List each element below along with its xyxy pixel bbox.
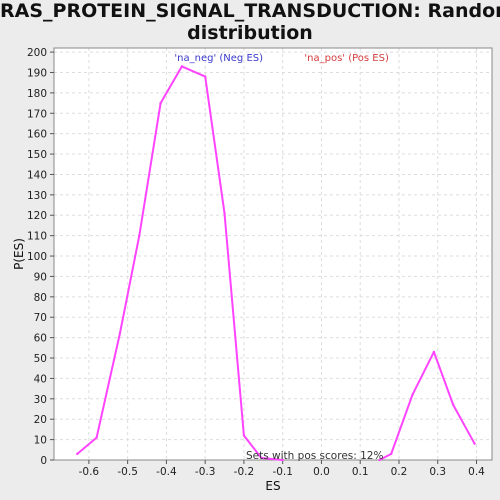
data-point <box>390 452 393 456</box>
y-tick-label: 180 <box>27 88 47 100</box>
y-tick-label: 100 <box>27 251 47 263</box>
data-point <box>76 452 79 456</box>
x-tick-label: -0.4 <box>156 466 177 478</box>
data-point <box>473 442 476 445</box>
data-point <box>378 458 381 462</box>
y-tick: 80 <box>34 292 54 304</box>
y-tick: 160 <box>27 129 54 141</box>
x-tick-label: -0.5 <box>117 466 138 478</box>
legend-neg-label: 'na_neg' (Neg ES) <box>174 53 263 64</box>
x-tick-label: -0.6 <box>79 466 100 478</box>
y-tick: 40 <box>34 373 54 385</box>
y-tick-label: 170 <box>27 108 47 120</box>
data-point <box>281 458 284 462</box>
x-tick: -0.4 <box>156 460 177 478</box>
pos-score-annotation: Sets with pos scores: 12% <box>246 450 383 462</box>
y-tick-label: 200 <box>27 47 47 59</box>
data-point <box>242 434 246 437</box>
x-tick: -0.1 <box>272 460 293 478</box>
x-tick-label: 0.4 <box>468 466 485 478</box>
data-point <box>159 101 162 105</box>
data-point <box>260 456 263 460</box>
x-tick-label: -0.3 <box>195 466 216 478</box>
y-tick: 200 <box>27 47 54 59</box>
y-tick: 30 <box>34 394 54 406</box>
y-tick: 70 <box>34 312 54 324</box>
x-tick: 0.0 <box>313 460 330 478</box>
y-tick: 180 <box>27 88 54 100</box>
y-tick: 60 <box>34 333 54 345</box>
y-tick-label: 60 <box>34 333 47 345</box>
x-tick-label: -0.1 <box>272 466 293 478</box>
y-tick: 110 <box>27 231 54 243</box>
y-tick-label: 190 <box>27 67 47 79</box>
y-tick-label: 90 <box>34 271 47 283</box>
y-axis-label: P(ES) <box>12 238 26 270</box>
x-tick-label: 0.3 <box>429 466 446 478</box>
x-tick-label: 0.2 <box>391 466 408 478</box>
y-tick: 140 <box>27 169 54 181</box>
y-tick-label: 160 <box>27 129 47 141</box>
y-tick-label: 20 <box>34 414 47 426</box>
data-point <box>452 403 455 407</box>
x-tick: 0.2 <box>391 460 408 478</box>
x-axis-label: ES <box>265 479 280 493</box>
y-tick: 120 <box>27 210 54 222</box>
y-tick-label: 30 <box>34 394 47 406</box>
x-tick-label: -0.2 <box>234 466 255 478</box>
chart-title-line2: distribution <box>187 22 313 44</box>
y-tick-label: 80 <box>34 292 47 304</box>
x-tick: -0.6 <box>79 460 100 478</box>
data-point <box>411 393 414 396</box>
data-point <box>180 65 184 68</box>
plot-area <box>54 48 492 460</box>
data-point <box>95 436 98 439</box>
y-tick: 90 <box>34 271 54 283</box>
x-tick-label: 0.0 <box>313 466 330 478</box>
x-tick: 0.3 <box>429 460 446 478</box>
x-tick: -0.5 <box>117 460 138 478</box>
y-tick: 50 <box>34 353 54 365</box>
x-tick: -0.3 <box>195 460 216 478</box>
y-tick-label: 0 <box>40 455 47 467</box>
y-tick: 150 <box>27 149 54 161</box>
data-point <box>432 350 436 354</box>
y-tick-label: 140 <box>27 169 47 181</box>
legend-pos-label: 'na_pos' (Pos ES) <box>304 53 389 64</box>
y-tick: 130 <box>27 190 54 202</box>
y-tick-label: 110 <box>27 231 47 243</box>
data-point <box>118 332 122 335</box>
x-tick: 0.4 <box>468 460 485 478</box>
y-tick: 10 <box>34 435 54 447</box>
y-tick: 190 <box>27 67 54 79</box>
series-line-pos <box>379 350 476 461</box>
y-tick-label: 130 <box>27 190 47 202</box>
data-point <box>203 75 207 78</box>
y-tick-label: 70 <box>34 312 47 324</box>
x-tick: -0.2 <box>234 460 255 478</box>
y-tick: 100 <box>27 251 54 263</box>
chart-title-line1: RAS_PROTEIN_SIGNAL_TRANSDUCTION: Random … <box>0 0 500 22</box>
y-tick: 170 <box>27 108 54 120</box>
y-tick: 20 <box>34 414 54 426</box>
y-tick-label: 10 <box>34 435 47 447</box>
y-tick-label: 40 <box>34 373 47 385</box>
y-tick-label: 120 <box>27 210 47 222</box>
x-tick-label: 0.1 <box>352 466 369 478</box>
y-tick-label: 50 <box>34 353 47 365</box>
y-tick: 0 <box>40 455 54 467</box>
chart-title: RAS_PROTEIN_SIGNAL_TRANSDUCTION: Random … <box>0 0 500 44</box>
data-point <box>223 212 226 215</box>
y-tick-label: 150 <box>27 149 47 161</box>
x-tick: 0.1 <box>352 460 369 478</box>
data-point <box>138 234 141 237</box>
